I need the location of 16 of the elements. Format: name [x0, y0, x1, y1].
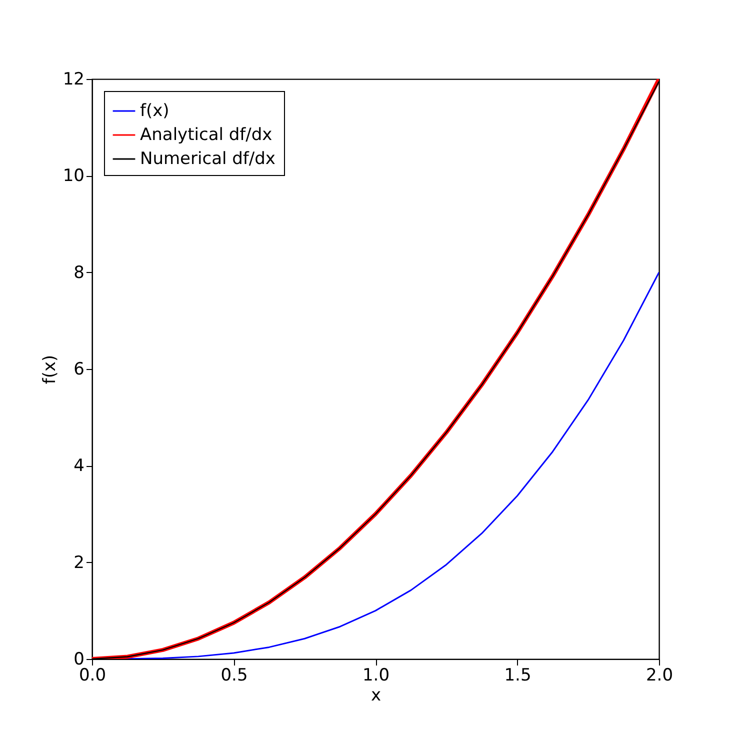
x-tick-label: 1.0: [362, 666, 390, 686]
y-axis-title: f(x): [40, 354, 60, 384]
y-tick-label: 12: [62, 70, 84, 90]
x-tick-label: 2.0: [646, 666, 674, 686]
legend-label: Analytical df/dx: [140, 125, 272, 145]
x-tick-label: 0.0: [78, 666, 106, 686]
legend-label: f(x): [140, 101, 170, 121]
y-tick-label: 2: [74, 552, 84, 573]
x-tick-label: 1.5: [504, 666, 532, 686]
x-tick-label: 0.5: [220, 666, 248, 686]
y-tick-label: 8: [74, 262, 84, 283]
y-tick-label: 10: [62, 166, 84, 186]
legend-label: Numerical df/dx: [140, 149, 276, 169]
y-tick-label: 6: [74, 360, 84, 380]
y-tick-label: 4: [74, 456, 84, 476]
x-axis-title: x: [370, 686, 382, 706]
